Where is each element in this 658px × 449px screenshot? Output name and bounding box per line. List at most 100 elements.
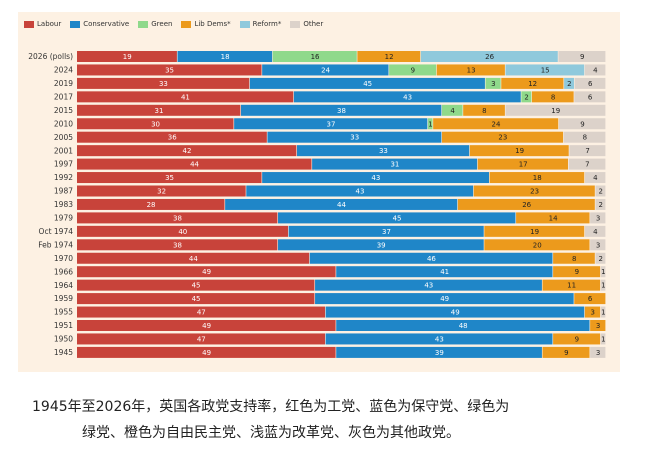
data-label: 2 — [524, 93, 528, 101]
data-label: 38 — [173, 241, 182, 249]
bar-segment-conservative — [177, 51, 273, 62]
bar-segment-labour — [77, 252, 310, 264]
category-label: 2026 (polls) — [28, 52, 73, 61]
data-label: 36 — [168, 134, 177, 142]
data-label: 49 — [202, 268, 211, 276]
data-label: 8 — [551, 93, 555, 101]
data-label: 19 — [515, 147, 524, 155]
data-label: 3 — [596, 322, 600, 330]
data-label: 2 — [598, 201, 602, 209]
bar-segment-labour — [77, 145, 297, 157]
data-label: 49 — [202, 349, 211, 357]
bar-segment-labour — [77, 212, 278, 224]
bar-segment-other — [595, 198, 606, 210]
bar-segment-lib-dems — [484, 239, 590, 251]
data-label: 48 — [459, 322, 468, 330]
bar-segment-conservative — [312, 158, 478, 170]
bar-segment-reform — [505, 64, 585, 76]
bar-segment-labour — [77, 239, 278, 251]
category-label: 2017 — [54, 92, 73, 101]
bar-segment-conservative — [315, 279, 542, 291]
legend-swatch — [239, 20, 250, 28]
category-label: Oct 1974 — [39, 227, 74, 236]
data-label: 12 — [528, 80, 537, 88]
data-label: 39 — [435, 349, 444, 357]
data-label: 1 — [601, 335, 605, 343]
bar-segment-labour — [77, 64, 262, 76]
data-label: 20 — [533, 241, 542, 249]
bar-segment-lib-dems — [501, 77, 564, 89]
bar-segment-conservative — [246, 185, 474, 197]
bar-segment-lib-dems — [457, 198, 595, 210]
data-label: 6 — [588, 80, 593, 88]
bar-segment-other — [584, 172, 606, 184]
data-label: 45 — [363, 80, 372, 88]
bar-segment-labour — [77, 131, 267, 143]
category-label: 2010 — [54, 119, 73, 128]
data-label: 30 — [151, 120, 160, 128]
bar-segment-conservative — [336, 346, 542, 358]
data-label: 4 — [593, 228, 598, 236]
data-label: 4 — [593, 66, 598, 74]
bar-segment-other — [590, 212, 606, 224]
data-label: 6 — [588, 93, 593, 101]
bar-segment-conservative — [315, 293, 574, 305]
bar-segment-conservative — [249, 77, 485, 89]
bar-segment-labour — [77, 306, 326, 318]
bar-segment-other — [600, 306, 606, 318]
category-label: 1979 — [54, 214, 73, 223]
bar-segment-labour — [77, 293, 315, 305]
data-label: 4 — [450, 107, 455, 115]
category-label: 1997 — [54, 160, 73, 169]
bar-segment-lib-dems — [590, 320, 606, 331]
data-label: 9 — [575, 335, 579, 343]
bar-segment-labour — [77, 225, 288, 237]
bar-segment-conservative — [336, 266, 553, 278]
bar-segment-labour — [77, 104, 241, 116]
data-label: 41 — [440, 268, 449, 276]
bar-segment-conservative — [325, 306, 585, 318]
bar-segment-other — [563, 131, 606, 143]
data-label: 49 — [451, 309, 460, 317]
data-label: 24 — [492, 120, 501, 128]
data-label: 32 — [157, 188, 166, 196]
category-label: 1987 — [54, 187, 73, 196]
data-label: 46 — [427, 255, 436, 263]
bar-segment-lib-dems — [463, 104, 505, 116]
bar-segment-other — [595, 252, 606, 264]
bar-segment-lib-dems — [553, 266, 601, 278]
bar-segment-lib-dems — [469, 145, 569, 157]
bar-segment-other — [584, 64, 606, 76]
bar-segment-conservative — [278, 212, 516, 224]
bar-segment-other — [600, 279, 606, 291]
bar-segment-lib-dems — [553, 333, 601, 345]
legend-item-reform: Reform* — [239, 18, 282, 30]
bar-segment-lib-dems — [516, 212, 590, 224]
data-label: 45 — [192, 282, 201, 290]
bar-segment-other — [590, 346, 606, 358]
bar-segment-labour — [77, 346, 336, 358]
data-label: 9 — [411, 66, 415, 74]
data-label: 40 — [178, 228, 187, 236]
data-label: 26 — [485, 53, 494, 61]
data-label: 14 — [549, 214, 558, 222]
data-label: 1 — [601, 282, 605, 290]
bar-segment-labour — [77, 185, 246, 197]
chart-panel: Labour Conservative Green Lib Dems* Reform* O… — [18, 12, 620, 372]
legend-item-green: Green — [138, 18, 172, 30]
data-label: 3 — [596, 349, 600, 357]
data-label: 35 — [165, 174, 174, 182]
bar-segment-labour — [77, 320, 336, 331]
legend-label: Lib Dems* — [194, 20, 231, 28]
data-label: 2 — [598, 188, 602, 196]
data-label: 19 — [551, 107, 560, 115]
data-label: 13 — [467, 66, 476, 74]
category-label: 1970 — [54, 254, 73, 263]
bar-segment-other — [505, 104, 606, 116]
category-label: Feb 1974 — [38, 240, 73, 249]
bar-segment-labour — [77, 279, 315, 291]
legend-label: Reform* — [252, 20, 282, 28]
data-label: 12 — [385, 53, 394, 61]
bar-segment-conservative — [278, 239, 484, 251]
data-label: 1 — [601, 268, 605, 276]
